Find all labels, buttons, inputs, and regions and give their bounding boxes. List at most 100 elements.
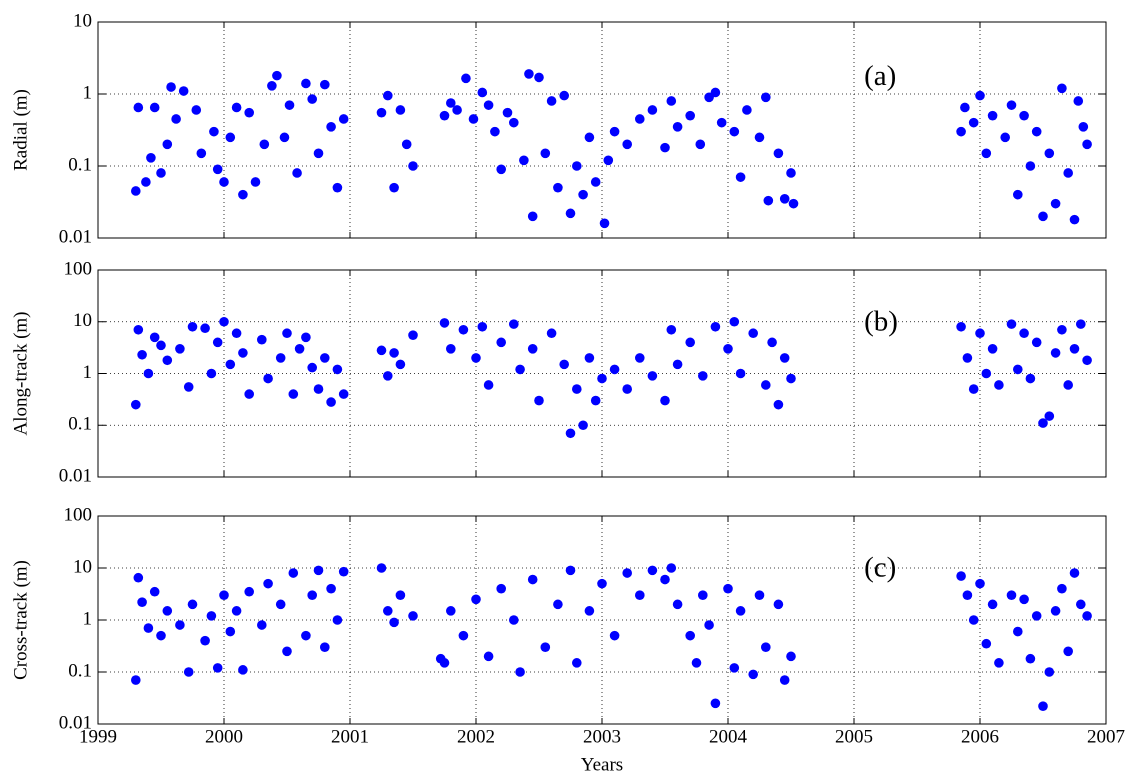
- y-tick-label: 0.1: [68, 660, 92, 681]
- point: [698, 371, 708, 381]
- point: [603, 155, 614, 166]
- y-tick-label: 0.01: [59, 226, 92, 247]
- point: [956, 126, 966, 137]
- point: [515, 364, 525, 375]
- point: [698, 590, 708, 600]
- point: [609, 630, 620, 641]
- y-axis-label: Along-track (m): [10, 312, 31, 436]
- point: [735, 368, 746, 379]
- x-tick-label: 2004: [709, 726, 748, 747]
- point: [761, 380, 771, 390]
- point: [496, 337, 507, 348]
- y-tick-label: 1: [83, 82, 93, 103]
- point: [742, 105, 752, 115]
- x-tick-label: 1999: [79, 726, 117, 747]
- point: [987, 599, 998, 610]
- point: [250, 177, 261, 187]
- point: [748, 669, 758, 680]
- point: [729, 316, 740, 327]
- point: [666, 563, 677, 573]
- point: [376, 107, 387, 118]
- point: [735, 606, 746, 616]
- point: [376, 345, 387, 356]
- point: [219, 316, 229, 327]
- point: [1013, 189, 1023, 200]
- point: [209, 126, 219, 137]
- point: [137, 597, 147, 607]
- point: [257, 334, 267, 345]
- point: [685, 337, 695, 348]
- point: [635, 590, 645, 600]
- panel-label: (b): [864, 305, 898, 337]
- point: [553, 599, 563, 610]
- point: [238, 189, 248, 200]
- point: [131, 399, 141, 410]
- point: [225, 132, 236, 143]
- point: [483, 651, 494, 662]
- point: [496, 164, 507, 175]
- point: [553, 182, 563, 193]
- point: [672, 359, 683, 370]
- point: [761, 92, 771, 103]
- point: [968, 117, 979, 128]
- point: [401, 139, 412, 150]
- point: [446, 344, 456, 354]
- point: [133, 102, 144, 113]
- point: [1063, 168, 1073, 178]
- point: [735, 172, 746, 182]
- point: [767, 337, 777, 348]
- point: [1006, 100, 1017, 110]
- point: [509, 319, 519, 329]
- y-tick-label: 10: [73, 310, 92, 331]
- point: [1019, 594, 1029, 605]
- point: [509, 117, 519, 128]
- point: [716, 117, 727, 128]
- point: [146, 152, 156, 163]
- point: [395, 105, 406, 115]
- point: [960, 102, 970, 113]
- plot-frame: [97, 515, 1107, 725]
- point: [1025, 653, 1036, 664]
- point: [275, 599, 286, 610]
- point: [175, 344, 185, 354]
- point: [773, 399, 784, 410]
- point: [502, 107, 513, 118]
- point: [635, 114, 645, 124]
- point: [313, 565, 324, 576]
- y-tick-label: 1: [83, 362, 93, 383]
- point: [599, 218, 610, 229]
- point: [1057, 583, 1067, 594]
- point: [987, 344, 998, 354]
- point: [219, 590, 229, 600]
- point: [710, 321, 721, 332]
- point: [509, 615, 519, 625]
- point: [206, 611, 217, 621]
- point: [975, 328, 985, 339]
- point: [383, 371, 393, 381]
- point: [710, 87, 721, 98]
- point: [1057, 83, 1067, 94]
- point: [383, 90, 393, 101]
- point: [131, 186, 141, 196]
- point: [788, 198, 799, 209]
- point: [1050, 606, 1061, 616]
- point: [584, 606, 595, 616]
- point: [320, 79, 330, 90]
- point: [320, 353, 330, 363]
- point: [162, 139, 173, 150]
- point: [483, 380, 494, 390]
- point: [1044, 667, 1055, 677]
- point: [225, 359, 236, 370]
- point: [149, 102, 160, 113]
- point: [540, 148, 551, 159]
- point: [332, 364, 343, 375]
- point: [131, 675, 141, 685]
- point: [267, 80, 277, 91]
- point: [666, 96, 677, 106]
- point: [1038, 701, 1048, 711]
- point: [137, 349, 147, 360]
- point: [1057, 324, 1067, 335]
- point: [187, 321, 198, 332]
- point: [212, 663, 223, 673]
- point: [578, 189, 588, 200]
